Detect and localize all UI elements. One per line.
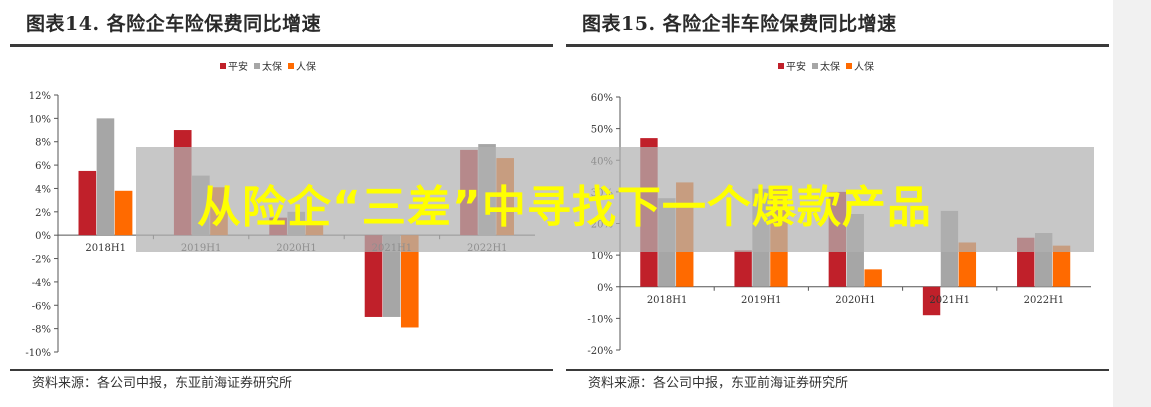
legend-label: 太保 xyxy=(820,60,840,73)
y-tick-label: 50% xyxy=(591,125,613,136)
y-tick-label: 0% xyxy=(35,231,51,242)
y-tick-label: 60% xyxy=(591,93,613,104)
x-tick-label: 2018H1 xyxy=(85,243,126,254)
legend-swatch xyxy=(288,63,294,69)
legend-label: 太保 xyxy=(262,60,282,73)
x-tick-label: 2018H1 xyxy=(647,295,688,306)
y-tick-label: -6% xyxy=(32,301,51,312)
bar-平安-2021H1 xyxy=(364,235,383,317)
legend-label: 人保 xyxy=(854,60,874,73)
bar-平安-2018H1 xyxy=(78,170,97,236)
source-divider xyxy=(10,369,553,371)
watermark-text: 从险企“三差”中寻找下一个爆款产品 xyxy=(197,182,932,233)
y-tick-label: 4% xyxy=(35,184,51,195)
chart-title: 图表14. 各险企车险保费同比增速 xyxy=(26,13,322,35)
y-tick-label: 6% xyxy=(35,161,51,172)
bar-人保-2020H1 xyxy=(864,269,882,287)
bar-平安-2021H1 xyxy=(922,286,941,316)
legend-label: 平安 xyxy=(786,60,806,73)
y-tick-label: 10% xyxy=(591,251,613,262)
watermark-banner xyxy=(136,147,1094,252)
legend-swatch xyxy=(812,63,818,69)
legend-label: 人保 xyxy=(296,60,316,73)
y-tick-label: 0% xyxy=(597,283,613,294)
x-tick-label: 2020H1 xyxy=(835,295,876,306)
y-tick-label: -10% xyxy=(587,314,613,325)
y-tick-label: 8% xyxy=(35,138,51,149)
title-divider xyxy=(566,44,1109,47)
bar-人保-2021H1 xyxy=(400,235,419,328)
x-tick-label: 2022H1 xyxy=(1024,295,1065,306)
bar-太保-2018H1 xyxy=(96,118,115,236)
y-tick-label: -4% xyxy=(32,278,51,289)
title-divider xyxy=(10,44,553,47)
bar-太保-2021H1 xyxy=(382,235,401,317)
bar-平安-2019H1 xyxy=(734,250,752,287)
page-edge xyxy=(1113,0,1151,407)
bar-人保-2022H1 xyxy=(1052,245,1071,287)
legend-label: 平安 xyxy=(228,60,248,73)
legend-swatch xyxy=(254,63,260,69)
source-note: 资料来源：各公司中报，东亚前海证券研究所 xyxy=(32,376,293,391)
chart-title: 图表15. 各险企非车险保费同比增速 xyxy=(582,13,897,35)
y-tick-label: 10% xyxy=(29,114,51,125)
bar-人保-2018H1 xyxy=(114,190,133,236)
x-tick-label: 2021H1 xyxy=(929,295,970,306)
y-tick-label: -20% xyxy=(587,346,613,357)
legend-swatch xyxy=(846,63,852,69)
y-tick-label: -10% xyxy=(25,348,51,359)
legend-swatch xyxy=(220,63,226,69)
source-divider xyxy=(566,369,1109,371)
y-tick-label: -2% xyxy=(32,255,51,266)
legend-swatch xyxy=(778,63,784,69)
y-tick-label: 2% xyxy=(35,208,51,219)
source-note: 资料来源：各公司中报，东亚前海证券研究所 xyxy=(588,376,849,391)
bar-人保-2021H1 xyxy=(958,242,977,287)
y-tick-label: 12% xyxy=(29,91,51,102)
x-tick-label: 2019H1 xyxy=(741,295,782,306)
y-tick-label: -8% xyxy=(32,325,51,336)
